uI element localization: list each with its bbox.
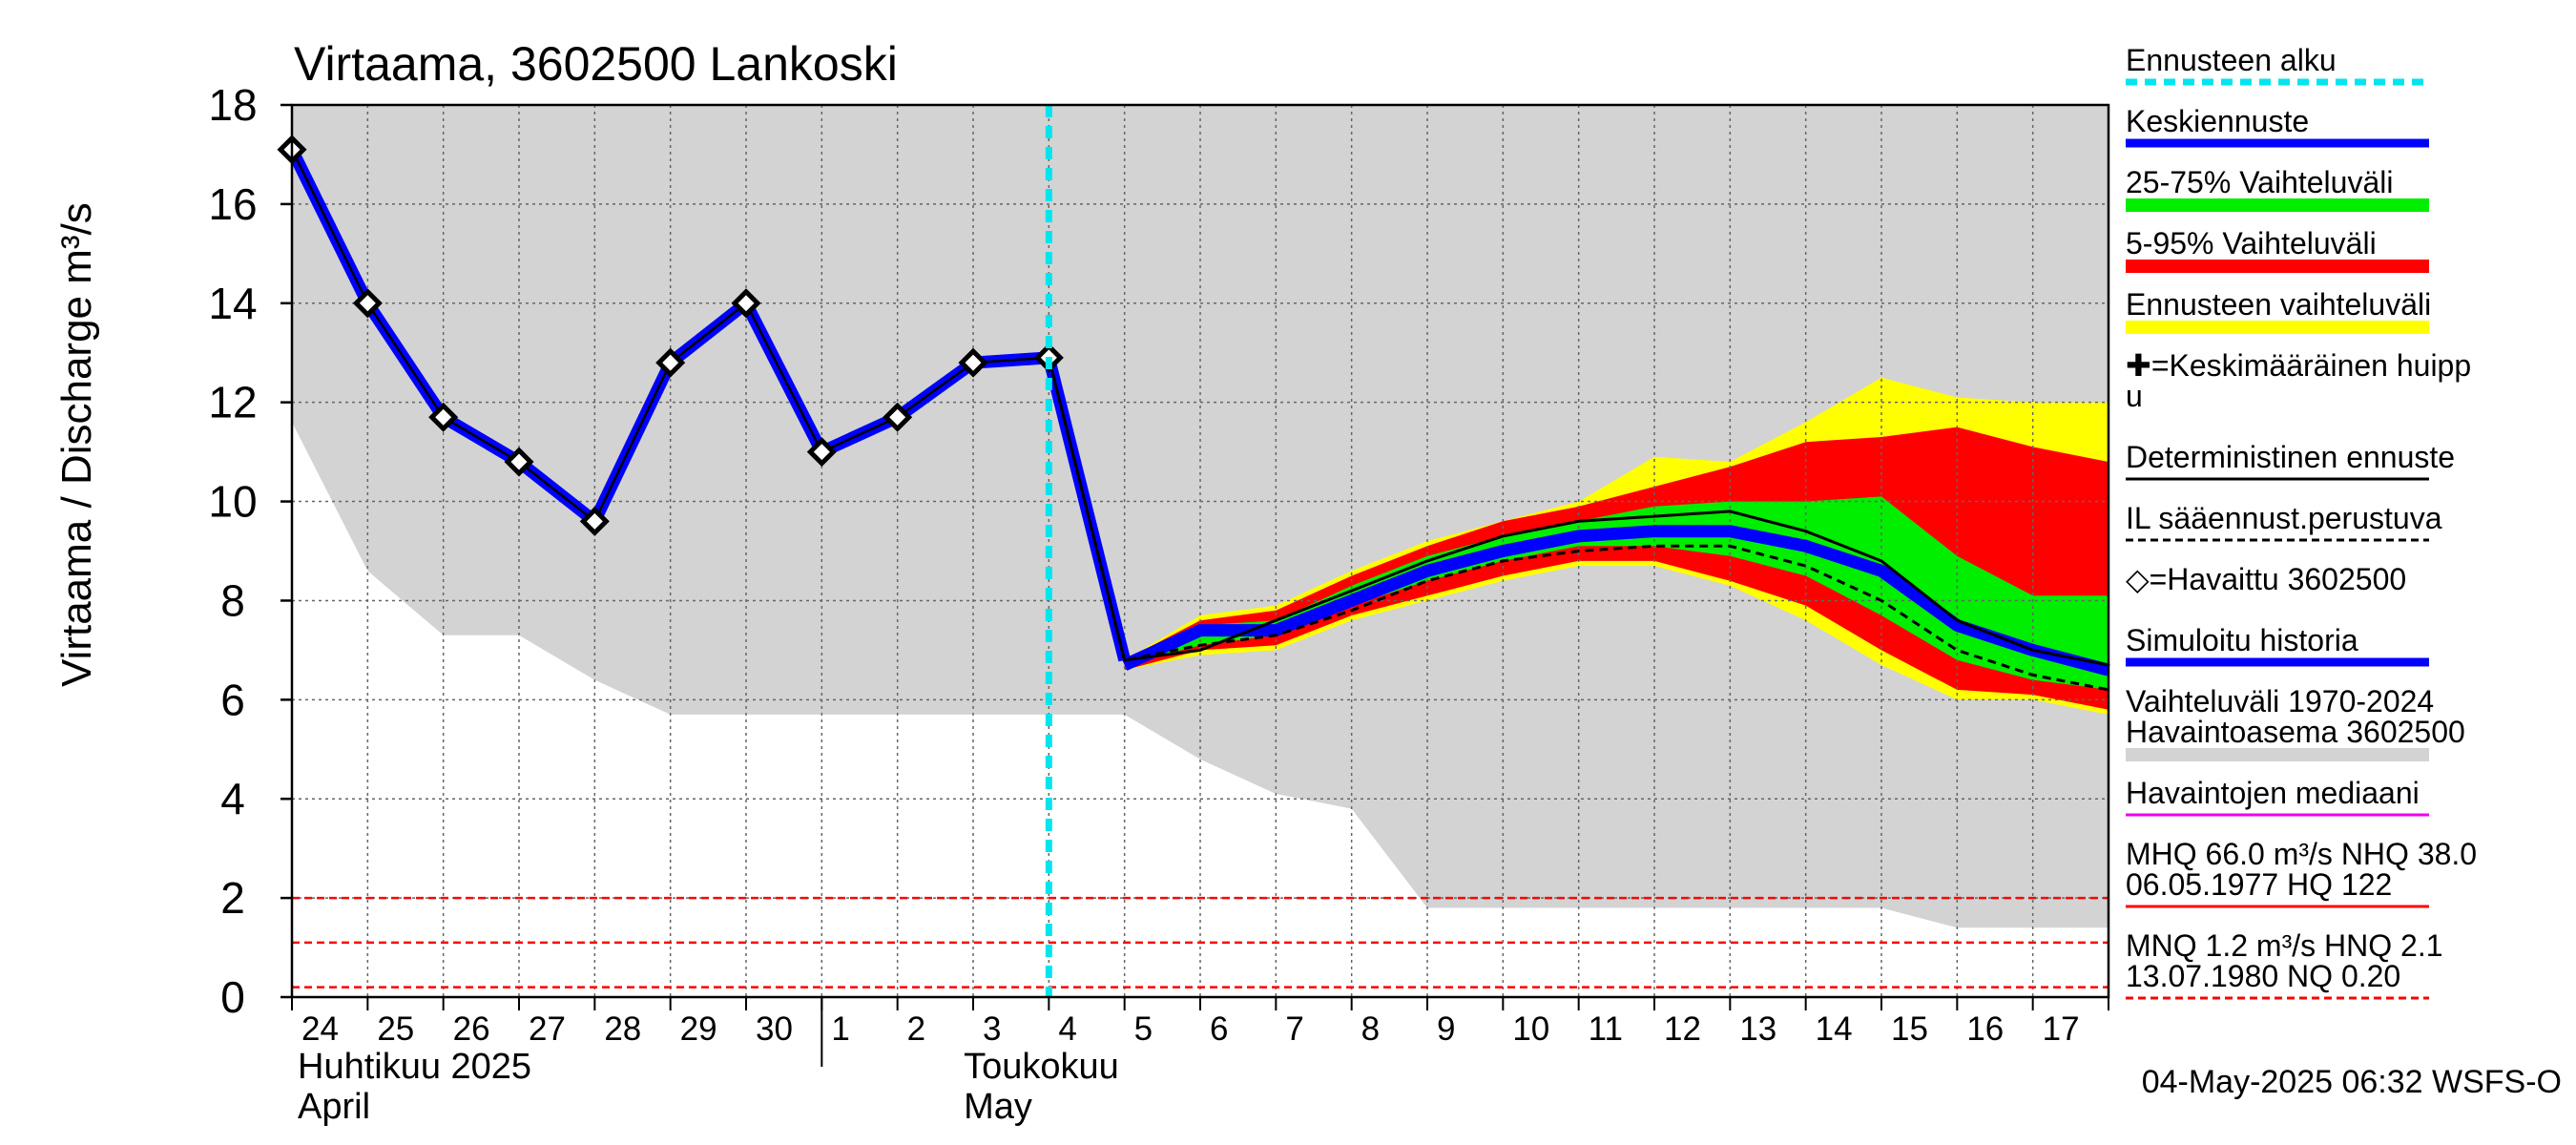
legend-swatch xyxy=(2126,321,2429,334)
legend-label: Deterministinen ennuste xyxy=(2126,440,2455,474)
il-forecast-line xyxy=(1047,357,2109,692)
y-tick-label: 12 xyxy=(208,378,257,427)
x-tick-label: 9 xyxy=(1437,1010,1455,1048)
x-tick-label: 13 xyxy=(1739,1010,1776,1048)
observed-point xyxy=(806,437,837,468)
legend-label: Ennusteen alku xyxy=(2126,43,2337,77)
month-label-en: May xyxy=(964,1087,1032,1127)
y-tick-label: 4 xyxy=(220,774,245,823)
x-tick-label: 1 xyxy=(831,1010,849,1048)
legend-label: Ennusteen vaihteluväli xyxy=(2126,287,2431,322)
deterministic-forecast-line xyxy=(1047,357,2109,667)
legend-label-line2: 13.07.1980 NQ 0.20 xyxy=(2126,959,2400,993)
chart-footer: 04-May-2025 06:32 WSFS-O xyxy=(2142,1064,2562,1100)
x-tick-label: 5 xyxy=(1134,1010,1153,1048)
range-5-95-band xyxy=(1124,427,2109,710)
y-tick-label: 16 xyxy=(208,179,257,229)
legend-swatch xyxy=(2126,198,2429,212)
x-tick-label: 29 xyxy=(680,1010,717,1048)
x-tick-label: 14 xyxy=(1816,1010,1853,1048)
y-tick-label: 6 xyxy=(220,675,245,724)
x-tick-label: 7 xyxy=(1285,1010,1303,1048)
observed-point xyxy=(958,347,988,378)
legend-label: MHQ 66.0 m³/s NHQ 38.0 xyxy=(2126,837,2477,871)
observed-point xyxy=(428,402,459,432)
legend-label: 5-95% Vaihteluväli xyxy=(2126,226,2377,260)
x-tick-label: 2 xyxy=(907,1010,925,1048)
legend-label: MNQ 1.2 m³/s HNQ 2.1 xyxy=(2126,928,2443,963)
mean-forecast-line xyxy=(1121,525,2110,677)
x-tick-label: 11 xyxy=(1589,1010,1623,1048)
x-tick-label: 15 xyxy=(1891,1010,1928,1048)
legend-label-line2: 06.05.1977 HQ 122 xyxy=(2126,867,2392,902)
observed-point xyxy=(504,447,534,477)
y-tick-label: 18 xyxy=(208,80,257,130)
x-tick-label: 10 xyxy=(1512,1010,1549,1048)
y-tick-label: 8 xyxy=(220,575,245,625)
x-tick-label: 30 xyxy=(756,1010,793,1048)
legend-label: Keskiennuste xyxy=(2126,104,2309,138)
y-tick-label: 0 xyxy=(220,972,245,1022)
legend-label: Vaihteluväli 1970-2024 xyxy=(2126,684,2434,718)
x-tick-label: 25 xyxy=(377,1010,414,1048)
month-label-en: April xyxy=(298,1087,370,1127)
observed-point xyxy=(352,288,383,319)
legend-label-line2: u xyxy=(2126,379,2143,413)
observed-point xyxy=(731,288,761,319)
legend-label: Simuloitu historia xyxy=(2126,623,2358,657)
legend-swatch xyxy=(2126,748,2429,761)
legend-label: Havaintojen mediaani xyxy=(2126,776,2420,810)
legend-swatch xyxy=(2126,260,2429,273)
y-tick-label: 2 xyxy=(220,873,245,923)
x-tick-label: 4 xyxy=(1058,1010,1076,1048)
month-label: Huhtikuu 2025 xyxy=(298,1047,531,1087)
y-tick-label: 14 xyxy=(208,279,257,328)
legend-label-line2: Havaintoasema 3602500 xyxy=(2126,715,2465,749)
month-label: Toukokuu xyxy=(964,1047,1119,1087)
observed-point xyxy=(655,347,686,378)
observed-point xyxy=(883,402,913,432)
legend-label: ✚=Keskimääräinen huipp xyxy=(2126,348,2471,383)
chart-title: Virtaama, 3602500 Lankoski xyxy=(294,37,898,91)
observed-point xyxy=(579,506,610,536)
x-tick-label: 24 xyxy=(301,1010,339,1048)
x-tick-label: 12 xyxy=(1664,1010,1701,1048)
x-tick-label: 26 xyxy=(453,1010,490,1048)
legend-label: ◇=Havaittu 3602500 xyxy=(2126,562,2406,596)
x-tick-label: 8 xyxy=(1361,1010,1380,1048)
x-tick-label: 27 xyxy=(529,1010,566,1048)
y-axis-label: Virtaama / Discharge m³/s xyxy=(53,202,100,687)
y-tick-label: 10 xyxy=(208,477,257,527)
x-tick-label: 3 xyxy=(983,1010,1001,1048)
range-25-75-band xyxy=(1124,496,2109,690)
legend-label: IL sääennust.perustuva xyxy=(2126,501,2442,535)
legend-label: 25-75% Vaihteluväli xyxy=(2126,165,2393,199)
x-tick-label: 17 xyxy=(2043,1010,2080,1048)
x-tick-label: 16 xyxy=(1966,1010,2004,1048)
x-tick-label: 28 xyxy=(604,1010,641,1048)
x-tick-label: 6 xyxy=(1210,1010,1228,1048)
